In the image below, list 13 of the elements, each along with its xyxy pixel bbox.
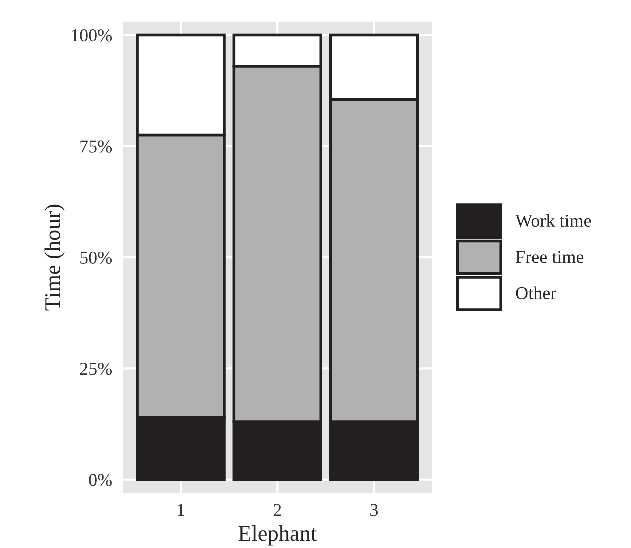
y-axis-title: Time (hour) — [44, 204, 65, 311]
x-tick-label: 1 — [178, 504, 184, 516]
y-tick-label: 100% — [72, 30, 112, 42]
x-axis-title: Elephant — [238, 526, 317, 546]
y-tick-label: 0% — [89, 474, 112, 486]
legend-label: Work time — [516, 214, 592, 228]
y-tick-label: 25% — [80, 362, 112, 376]
y-tick-label: 75% — [80, 140, 112, 153]
x-tick-label: 2 — [274, 504, 282, 516]
legend-label: Free time — [516, 251, 584, 264]
legend-label: Other — [516, 286, 556, 300]
x-tick-label: 3 — [370, 504, 378, 516]
y-tick-label: 50% — [80, 252, 112, 264]
